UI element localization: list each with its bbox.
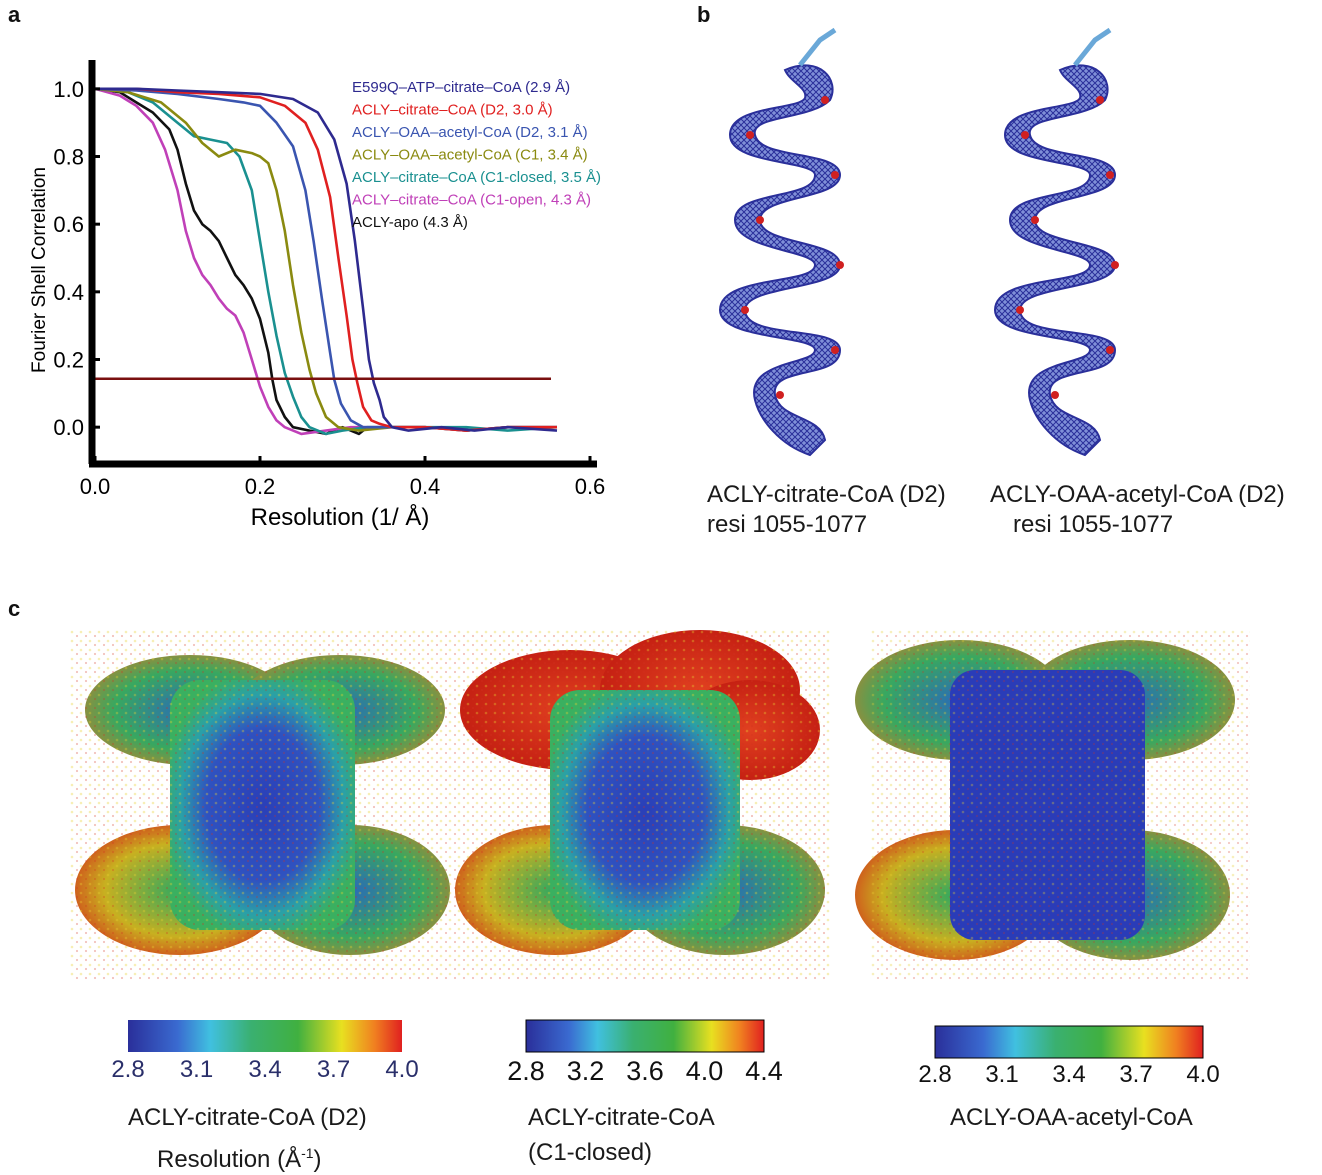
resolution-map-c1-closed — [450, 630, 830, 980]
legend-entry: ACLY–OAA–acetyl-CoA (D2, 3.1 Å) — [352, 124, 588, 141]
y-tick-label: 0.0 — [53, 415, 84, 440]
resolution-map-oaa-acetyl-coa — [855, 630, 1250, 980]
fsc-series-line — [95, 87, 558, 432]
y-tick-label: 0.6 — [53, 212, 84, 237]
colorbar-2 — [525, 1019, 765, 1053]
colorbar-1 — [128, 1020, 402, 1052]
helix-left-density — [718, 27, 844, 457]
helix-right-caption-2: resi 1055-1077 — [1013, 511, 1174, 538]
fsc-series-line — [95, 87, 557, 432]
y-tick-label: 1.0 — [53, 77, 84, 102]
panel-label-b: b — [697, 2, 711, 27]
colorbar-tick-label: 2.8 — [507, 1056, 545, 1086]
x-tick-label: 0.0 — [80, 474, 111, 499]
helix-left-caption-1: ACLY-citrate-CoA (D2) — [707, 481, 946, 508]
colorbar-tick-label: 3.1 — [985, 1061, 1018, 1088]
colorbars: 2.8 3.1 3.4 3.7 4.0 2.8 3.2 3.6 4.0 4.4 2.8 3.1 3.4 3… — [111, 1019, 1220, 1088]
colorbar-tick-label: 4.0 — [1186, 1061, 1219, 1088]
x-tick-label: 0.6 — [575, 474, 606, 499]
colorbar-tick-label: 3.2 — [567, 1056, 605, 1086]
colorbar-tick-label: 3.1 — [180, 1056, 213, 1083]
x-axis-label: Resolution (1/ Å) — [251, 503, 430, 531]
local-resolution-maps — [70, 630, 1250, 980]
colorbar-tick-label: 2.8 — [918, 1061, 951, 1088]
legend-entry: ACLY–citrate–CoA (D2, 3.0 Å) — [352, 102, 553, 119]
legend-entry: ACLY-apo (4.3 Å) — [352, 214, 468, 231]
legend-entry: ACLY–citrate–CoA (C1-open, 4.3 Å) — [352, 192, 591, 209]
map2-caption-2: (C1-closed) — [528, 1139, 653, 1166]
colorbar-tick-label: 3.4 — [1052, 1061, 1085, 1088]
panel-label-a: a — [8, 2, 21, 27]
resolution-map-d2 — [70, 630, 450, 980]
y-axis-label: Fourier Shell Correlation — [29, 167, 50, 373]
legend-entry: E599Q–ATP–citrate–CoA (2.9 Å) — [352, 79, 570, 96]
colorbar-tick-label: 4.4 — [745, 1056, 783, 1086]
legend: E599Q–ATP–citrate–CoA (2.9 Å) ACLY–citrat… — [352, 79, 601, 231]
fsc-chart: 0.0 0.2 0.4 0.6 0.8 1.0 0.0 0.2 0.4 0.6 Fourier S… — [29, 60, 606, 531]
colorbar-tick-label: 3.7 — [1119, 1061, 1152, 1088]
helix-right-caption-1: ACLY-OAA-acetyl-CoA (D2) — [990, 481, 1285, 508]
colorbar-tick-label: 4.0 — [686, 1056, 724, 1086]
helix-right-density — [993, 27, 1119, 457]
fsc-series-line — [94, 87, 369, 436]
map1-caption-2: Resolution (Å-1) — [157, 1145, 322, 1173]
map3-caption-1: ACLY-OAA-acetyl-CoA — [950, 1104, 1193, 1131]
panel-label-c: c — [8, 596, 21, 621]
colorbar-tick-label: 2.8 — [111, 1056, 144, 1083]
helix-left-caption-2: resi 1055-1077 — [707, 511, 868, 538]
y-tick-label: 0.8 — [53, 145, 84, 170]
map1-caption-1: ACLY-citrate-CoA (D2) — [128, 1104, 367, 1131]
y-tick-label: 0.4 — [53, 280, 84, 305]
y-tick-label: 0.2 — [53, 348, 84, 373]
map2-caption-1: ACLY-citrate-CoA — [528, 1104, 715, 1131]
colorbar-tick-label: 3.7 — [317, 1056, 350, 1083]
legend-entry: ACLY–citrate–CoA (C1-closed, 3.5 Å) — [352, 169, 601, 186]
colorbar-tick-label: 4.0 — [385, 1056, 418, 1083]
x-tick-label: 0.4 — [410, 474, 441, 499]
colorbar-tick-label: 3.6 — [626, 1056, 664, 1086]
colorbar-tick-label: 3.4 — [248, 1056, 281, 1083]
colorbar-3 — [934, 1025, 1204, 1059]
x-tick-label: 0.2 — [245, 474, 276, 499]
helix-density-maps — [718, 27, 1119, 457]
legend-entry: ACLY–OAA–acetyl-CoA (C1, 3.4 Å) — [352, 147, 588, 164]
